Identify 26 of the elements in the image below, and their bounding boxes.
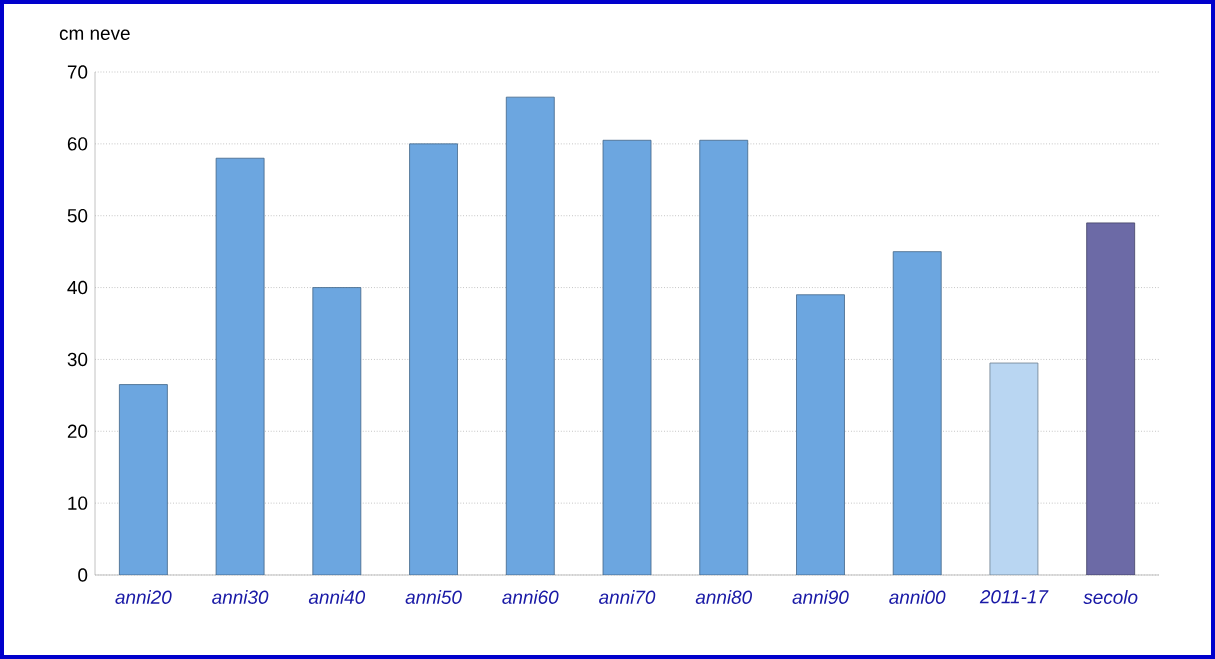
y-tick-label: 70	[67, 65, 88, 79]
bar	[796, 294, 845, 575]
x-tick-label: anni00	[889, 590, 946, 604]
bar	[312, 287, 362, 575]
x-tick-label: anni50	[405, 590, 462, 604]
bar	[118, 384, 168, 575]
x-tick-label: anni60	[502, 590, 559, 604]
y-tick-label: 20	[67, 424, 88, 438]
bar	[409, 143, 458, 575]
bar	[892, 251, 942, 575]
y-tick-label: 0	[78, 568, 88, 582]
x-tick-label: anni80	[695, 590, 752, 604]
x-tick-label: 2011-17	[979, 590, 1049, 604]
y-tick-label: 50	[67, 209, 88, 223]
bar	[1086, 222, 1136, 575]
y-axis-title: cm neve	[59, 29, 130, 40]
y-tick-label: 40	[67, 280, 88, 295]
x-tick-label: anni70	[599, 590, 656, 604]
x-tick-label: anni20	[115, 590, 172, 604]
x-tick-label: anni90	[792, 590, 849, 604]
y-tick-label: 60	[67, 137, 88, 151]
y-tick-label: 30	[67, 352, 88, 367]
x-tick-label: anni40	[308, 590, 366, 604]
x-tick-label: anni30	[212, 590, 269, 604]
y-tick-label: 10	[68, 496, 88, 510]
x-tick-label: secolo	[1083, 590, 1138, 604]
